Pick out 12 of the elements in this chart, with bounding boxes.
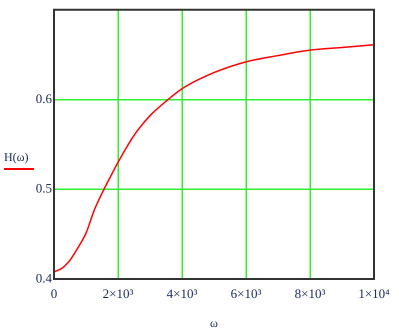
x-tick-label: 0 <box>50 286 58 302</box>
x-axis-title: ω <box>210 316 218 330</box>
x-tick-label: 8×10³ <box>294 286 326 302</box>
x-tick-label: 6×10³ <box>230 286 262 302</box>
text: H(ω) <box>4 150 29 164</box>
x-tick-label: 2×10³ <box>102 286 134 302</box>
x-tick-label: 1×10⁴ <box>358 286 390 302</box>
x-tick-label: 4×10³ <box>166 286 198 302</box>
y-tick-label: 0.6 <box>36 90 52 106</box>
y-tick-label: 0.4 <box>36 270 52 286</box>
y-tick-label: 0.5 <box>36 180 52 196</box>
line-series <box>54 44 374 273</box>
